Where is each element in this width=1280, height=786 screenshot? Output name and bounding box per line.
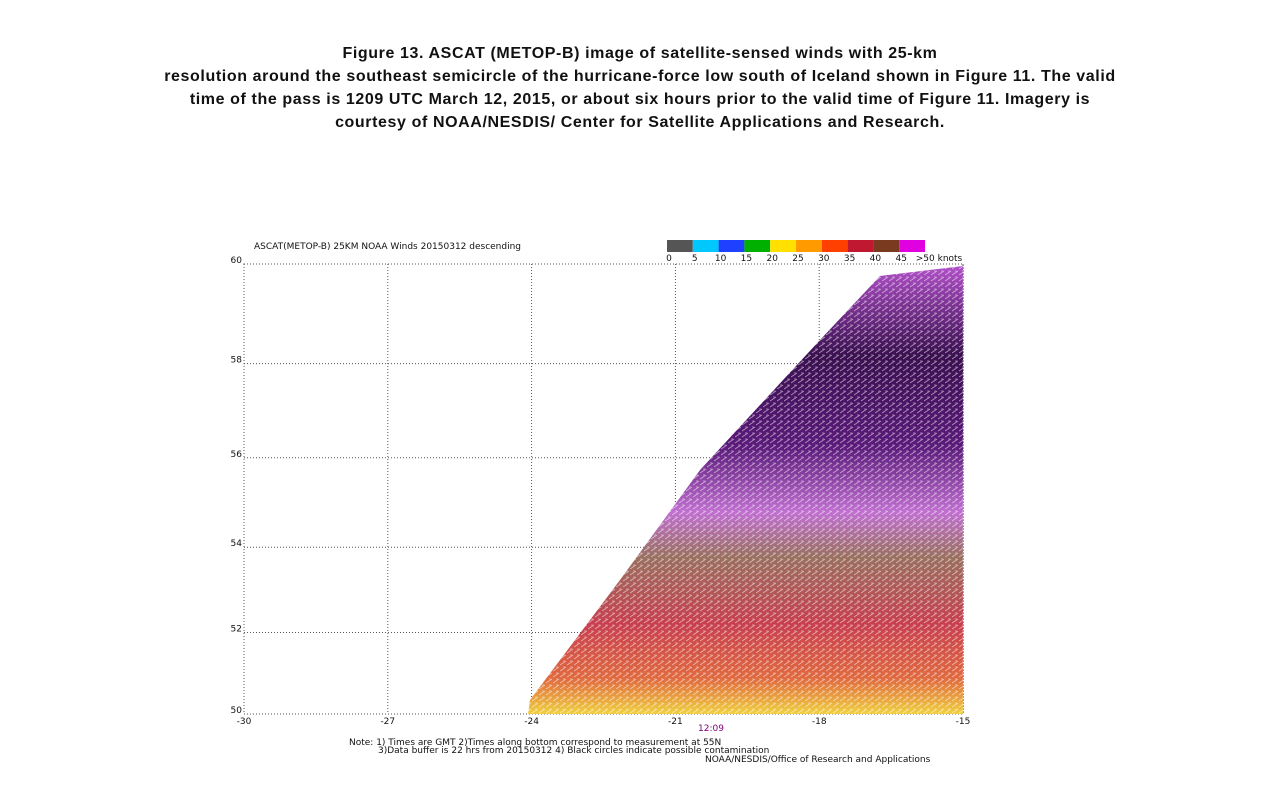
colorbar-segment <box>744 240 771 252</box>
colorbar-segment <box>873 240 900 252</box>
colorbar-label: 15 <box>741 254 752 264</box>
colorbar-segment <box>899 240 925 252</box>
note: 3)Data buffer is 22 hrs from 20150312 4)… <box>378 746 769 756</box>
colorbar-segment <box>692 240 719 252</box>
lon-tick-label: -30 <box>237 717 252 727</box>
map-title: ASCAT(METOP-B) 25KM NOAA Winds 20150312 … <box>254 242 521 252</box>
colorbar-label: 35 <box>844 254 855 264</box>
note: Note: 1) Times are GMT 2)Times along bot… <box>349 738 721 748</box>
lat-tick-label: 52 <box>231 624 242 634</box>
caption: Figure 13. ASCAT (METOP-B) image of sate… <box>164 45 1116 131</box>
colorbar-segment <box>667 240 693 252</box>
colorbar-label: 10 <box>715 254 727 264</box>
lat-tick-label: 50 <box>231 706 243 716</box>
lon-tick-label: -15 <box>956 717 971 727</box>
colorbar-label: 45 <box>895 254 906 264</box>
colorbar-label: 5 <box>692 254 698 264</box>
colorbar-label: 20 <box>766 254 778 264</box>
colorbar-segment <box>821 240 848 252</box>
lon-tick-label: -21 <box>668 717 683 727</box>
colorbar-segment <box>770 240 796 252</box>
time-label: 12:09 <box>698 724 724 734</box>
caption-line: resolution around the southeast semicirc… <box>164 68 1116 85</box>
colorbar-label: 0 <box>666 254 672 264</box>
colorbar-label: 30 <box>818 254 830 264</box>
colorbar-label: 25 <box>792 254 803 264</box>
colorbar-segment <box>718 240 745 252</box>
lon-tick-label: -27 <box>380 717 395 727</box>
colorbar-label: 40 <box>870 254 882 264</box>
caption-line: time of the pass is 1209 UTC March 12, 2… <box>190 91 1090 108</box>
wind-barbs <box>528 266 963 714</box>
caption-line: courtesy of NOAA/NESDIS/ Center for Sate… <box>335 114 945 131</box>
lon-tick-label: -18 <box>812 717 827 727</box>
lat-tick-label: 56 <box>231 450 243 460</box>
colorbar: 0 5 10 15 20 25 30 35 40 45 >50 knots <box>666 240 963 264</box>
note: NOAA/NESDIS/Office of Research and Appli… <box>705 755 931 765</box>
lat-tick-label: 58 <box>231 356 243 366</box>
lat-tick-label: 54 <box>231 539 243 549</box>
colorbar-label: >50 knots <box>916 254 963 264</box>
lon-tick-label: -24 <box>524 717 539 727</box>
lat-tick-label: 60 <box>231 256 243 266</box>
colorbar-segment <box>796 240 822 252</box>
colorbar-segment <box>847 240 874 252</box>
caption-line: Figure 13. ASCAT (METOP-B) image of sate… <box>343 45 938 62</box>
